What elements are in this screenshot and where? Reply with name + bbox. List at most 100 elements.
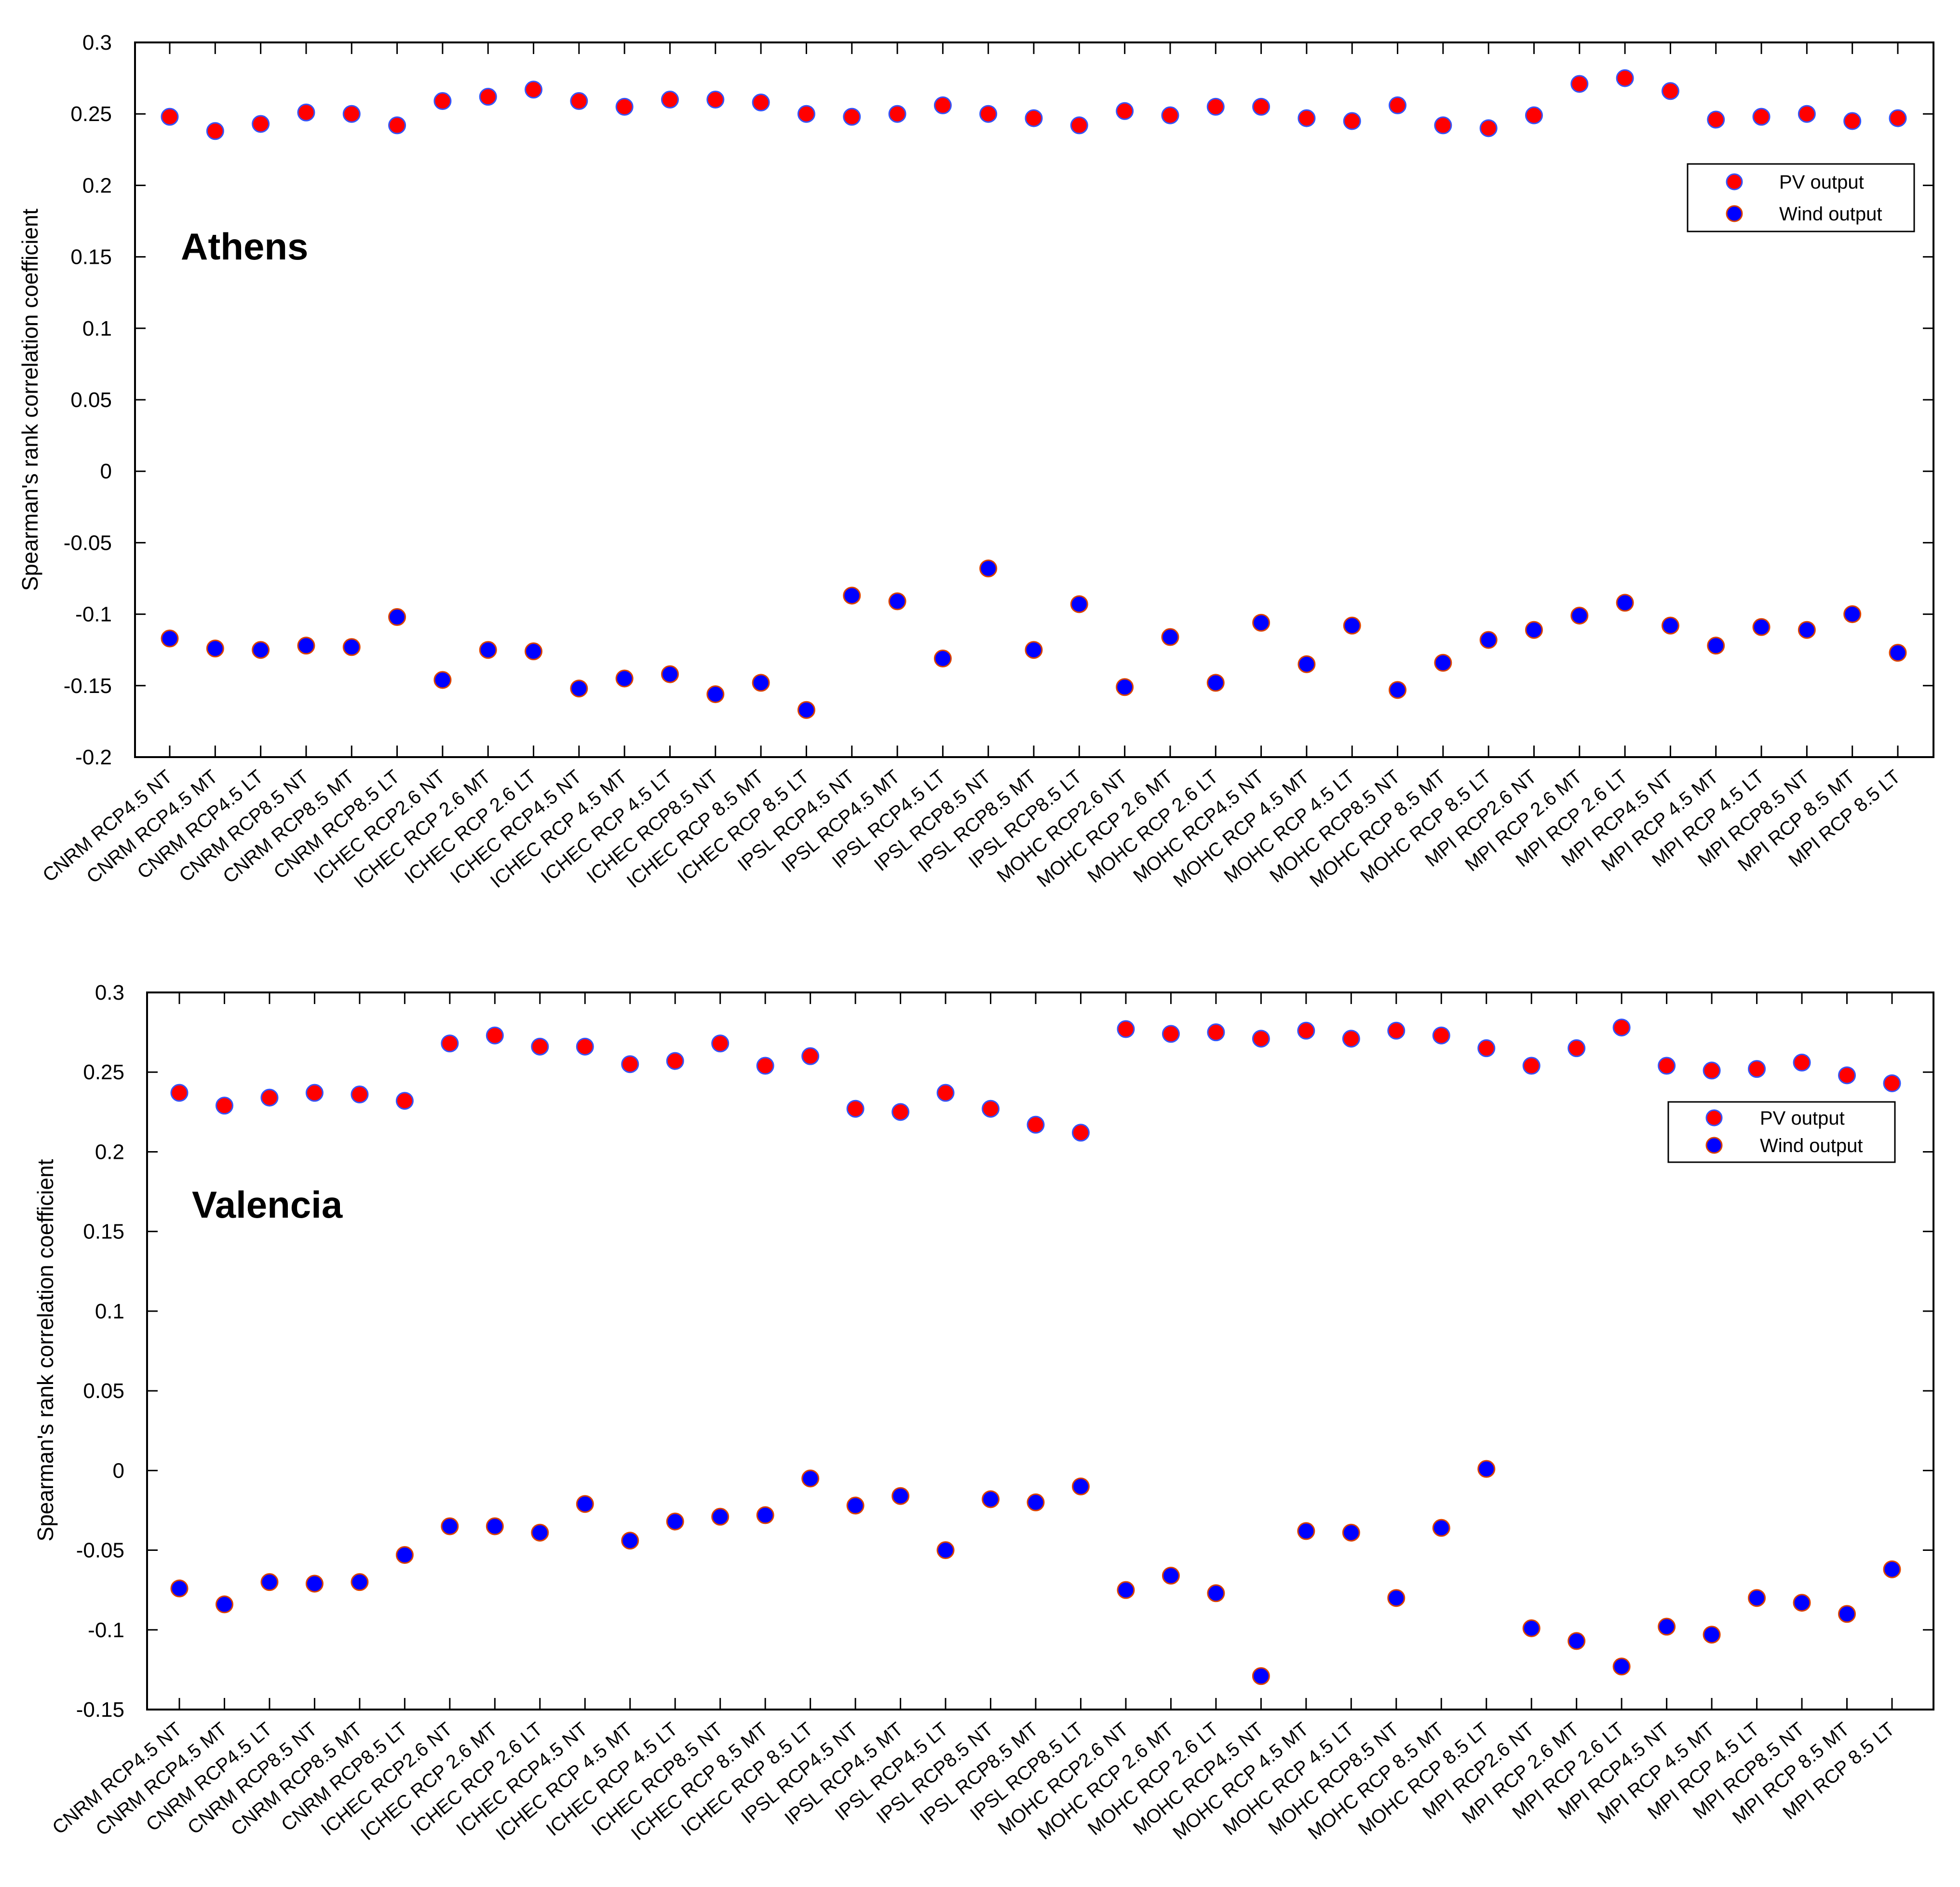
athens-pv-point <box>1206 97 1225 116</box>
valencia-wind-point <box>1432 1519 1450 1537</box>
valencia-wind-point <box>621 1532 639 1550</box>
athens-wind-point <box>1252 613 1271 632</box>
valencia-pv-point <box>305 1084 324 1102</box>
athens-wind-point <box>388 608 406 626</box>
athens-wind-point <box>1843 605 1862 624</box>
athens-wind-point <box>797 701 815 719</box>
athens-wind-point <box>1525 621 1543 639</box>
valencia-pv-point <box>756 1057 774 1075</box>
valencia-pv-point <box>1387 1021 1406 1040</box>
valencia-wind-point <box>892 1487 910 1505</box>
valencia-pv-point <box>260 1088 279 1107</box>
athens-y-tick-label: -0.2 <box>75 746 112 769</box>
valencia-pv-point <box>982 1100 1000 1118</box>
valencia-y-tick-label: 0 <box>113 1459 124 1482</box>
valencia-pv-point <box>1117 1020 1135 1038</box>
valencia-pv-point <box>1703 1061 1721 1080</box>
athens-pv-point <box>1616 69 1634 87</box>
athens-pv-point <box>1389 96 1407 114</box>
athens-y-axis-label: Spearman's rank correlation coefficient <box>17 208 42 591</box>
athens-wind-point <box>661 665 679 683</box>
athens-y-tick-label: -0.05 <box>64 531 112 555</box>
athens-plot-area <box>134 41 1934 758</box>
valencia-wind-point <box>1252 1667 1270 1685</box>
athens-wind-point <box>1661 616 1679 635</box>
athens-y-tick-label: 0.1 <box>82 317 112 340</box>
athens-pv-point <box>252 115 270 133</box>
valencia-wind-point <box>351 1573 369 1591</box>
athens-pv-point <box>1298 109 1316 127</box>
athens-wind-point <box>1161 628 1179 646</box>
athens-wind-point <box>1116 678 1134 696</box>
athens-data-points <box>161 69 1907 719</box>
athens-wind-point <box>752 674 770 692</box>
valencia-wind-point <box>441 1517 459 1535</box>
athens-wind-point <box>1752 618 1771 636</box>
valencia-wind-point <box>1838 1605 1856 1623</box>
valencia-wind-point <box>936 1541 955 1560</box>
valencia-wind-point <box>1883 1560 1901 1578</box>
valencia-wind-point <box>756 1506 774 1524</box>
valencia-wind-point <box>305 1575 324 1593</box>
athens-pv-point <box>161 108 179 126</box>
athens-pv-point <box>479 88 497 106</box>
valencia-y-tick-label: 0.2 <box>95 1140 124 1164</box>
valencia-wind-point <box>801 1469 820 1488</box>
athens-legend-wind-label: Wind output <box>1779 204 1882 225</box>
valencia-y-tick-label: 0.05 <box>83 1379 124 1403</box>
valencia-pv-point <box>1883 1074 1901 1092</box>
athens-wind-point <box>1479 631 1498 649</box>
athens-pv-point <box>1889 109 1907 127</box>
athens-pv-point <box>1707 110 1725 129</box>
valencia-wind-point <box>576 1495 594 1513</box>
valencia-wind-point <box>531 1523 549 1542</box>
athens-wind-point <box>1889 644 1907 662</box>
valencia-pv-point <box>892 1103 910 1121</box>
athens-pv-point <box>1525 106 1543 124</box>
athens-legend-pv-label: PV output <box>1779 172 1864 193</box>
valencia-legend-pv-label: PV output <box>1760 1108 1845 1129</box>
athens-wind-point <box>933 649 952 667</box>
athens-pv-point <box>1752 108 1771 126</box>
athens-wind-point <box>843 586 861 605</box>
valencia-wind-point <box>711 1507 730 1526</box>
valencia-pv-point <box>441 1034 459 1053</box>
athens-pv-point <box>661 91 679 109</box>
athens-pv-point <box>1479 119 1498 137</box>
athens-y-tick-label: 0.25 <box>70 102 112 126</box>
valencia-pv-point <box>576 1037 594 1056</box>
valencia-pv-point <box>1071 1124 1090 1142</box>
athens-pv-point <box>843 108 861 126</box>
athens-y-tick-label: 0.05 <box>70 388 112 412</box>
valencia-wind-point <box>1117 1581 1135 1599</box>
athens-chart: 0.3 0.25 0.2 0.15 0.1 0.05 0 -0.05 -0.1 -0.15 -0.2… <box>17 31 1934 892</box>
valencia-wind-point <box>486 1517 504 1535</box>
valencia-wind-point <box>215 1595 233 1614</box>
athens-pv-point <box>979 105 998 123</box>
athens-pv-point <box>1843 112 1862 130</box>
valencia-pv-point <box>1658 1057 1676 1075</box>
athens-wind-point <box>570 679 588 698</box>
valencia-y-tick-labels: 0.3 0.25 0.2 0.15 0.1 0.05 0 -0.05 -0.1 -0.15 <box>76 981 124 1722</box>
athens-pv-point <box>1252 97 1271 116</box>
athens-wind-point <box>342 638 361 656</box>
athens-pv-point <box>570 92 588 110</box>
athens-pv-point <box>933 96 952 114</box>
athens-wind-point <box>525 642 543 661</box>
valencia-wind-point <box>1748 1589 1766 1607</box>
valencia-wind-point <box>1658 1617 1676 1636</box>
valencia-wind-point <box>1342 1523 1360 1542</box>
athens-y-tick-label: 0 <box>100 460 112 483</box>
athens-pv-point <box>1661 82 1679 100</box>
athens-wind-point <box>297 637 315 655</box>
valencia-wind-point <box>1793 1594 1811 1612</box>
valencia-pv-point <box>395 1092 414 1110</box>
athens-pv-point <box>797 105 815 123</box>
athens-pv-point <box>1025 109 1043 127</box>
athens-pv-point <box>433 92 452 110</box>
athens-wind-point <box>1616 594 1634 612</box>
valencia-data-points <box>170 1018 1901 1685</box>
valencia-wind-point <box>1703 1626 1721 1644</box>
